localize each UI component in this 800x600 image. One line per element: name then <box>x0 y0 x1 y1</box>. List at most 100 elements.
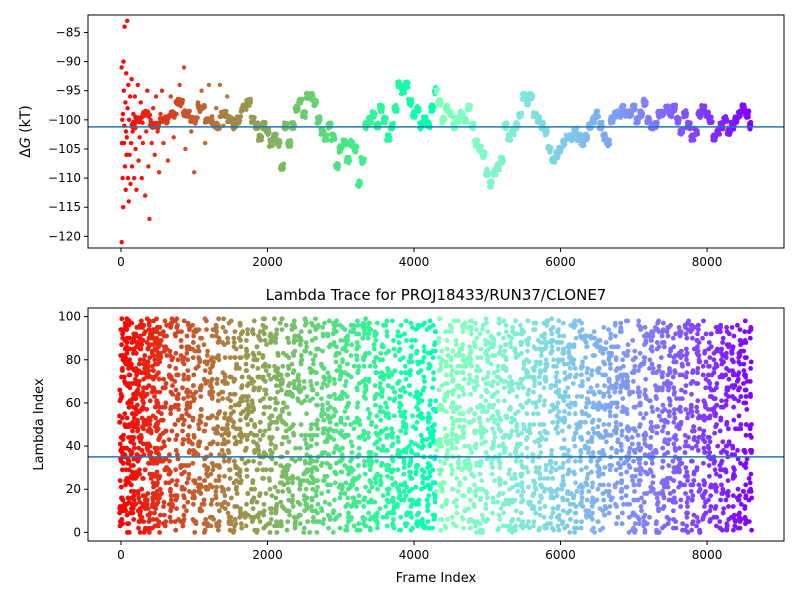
lambda-point <box>168 389 174 395</box>
delta-g-point <box>238 114 244 119</box>
lambda-point <box>339 452 345 458</box>
lambda-point <box>168 404 174 410</box>
lambda-point <box>363 387 369 393</box>
lambda-point <box>119 495 124 501</box>
lambda-point <box>251 379 257 384</box>
lambda-point <box>157 512 163 518</box>
lambda-point <box>119 316 125 322</box>
lambda-point <box>161 376 167 382</box>
lambda-point <box>455 318 461 324</box>
lambda-point <box>117 387 123 393</box>
lambda-point <box>215 340 221 345</box>
lambda-point <box>245 383 250 389</box>
lambda-point <box>173 482 179 488</box>
lambda-point <box>437 458 443 464</box>
lambda-point <box>168 508 174 514</box>
lambda-point <box>302 348 308 354</box>
lambda-point <box>309 495 315 501</box>
lambda-point <box>145 359 151 365</box>
lambda-point <box>191 340 196 345</box>
lambda-point <box>293 519 298 524</box>
lambda-point <box>162 318 168 324</box>
lambda-point <box>321 417 327 423</box>
delta-g-point <box>125 106 130 111</box>
lambda-point <box>378 473 384 479</box>
delta-g-point <box>409 100 415 106</box>
lambda-point <box>196 348 202 354</box>
delta-g-point <box>486 170 492 176</box>
delta-g-point <box>383 115 389 121</box>
lambda-point <box>397 491 403 496</box>
lambda-point <box>214 325 219 330</box>
lambda-point <box>304 495 310 501</box>
delta-g-point <box>121 140 127 146</box>
lambda-point <box>418 368 424 373</box>
lambda-point <box>134 402 140 408</box>
lambda-point <box>345 361 350 367</box>
lambda-point <box>310 396 315 401</box>
lambda-point <box>244 368 250 373</box>
delta-g-point <box>720 126 726 132</box>
lambda-point <box>369 484 375 490</box>
lambda-point <box>180 519 186 524</box>
lambda-point <box>137 357 143 363</box>
lambda-point <box>136 495 142 501</box>
lambda-point <box>366 435 371 440</box>
lambda-point <box>284 476 290 481</box>
lambda-point <box>238 344 244 350</box>
delta-g-point <box>199 88 204 93</box>
lambda-point <box>338 415 344 421</box>
lambda-point <box>383 350 389 356</box>
lambda-point <box>325 489 331 494</box>
lambda-point <box>432 342 437 348</box>
lambda-point <box>301 525 307 531</box>
lambda-point <box>152 346 158 352</box>
lambda-point <box>426 482 432 488</box>
lambda-point <box>443 329 449 335</box>
lambda-point <box>445 517 450 522</box>
lambda-point <box>391 346 397 352</box>
lambda-point <box>184 411 190 417</box>
lambda-point <box>390 435 395 440</box>
lambda-point <box>457 411 463 417</box>
lambda-point <box>346 510 351 516</box>
lambda-point <box>118 484 124 490</box>
lambda-point <box>291 318 297 324</box>
lambda-point <box>251 318 257 324</box>
delta-g-point <box>162 117 168 123</box>
lambda-point <box>407 372 413 378</box>
lambda-point <box>348 439 354 445</box>
lambda-point <box>314 391 320 397</box>
lambda-point <box>133 501 139 507</box>
lambda-point <box>413 338 418 343</box>
delta-g-point <box>181 65 187 70</box>
lambda-point <box>301 478 307 483</box>
lambda-point <box>332 381 337 386</box>
lambda-point <box>161 333 167 339</box>
lambda-point <box>384 329 390 335</box>
lambda-point <box>269 413 275 419</box>
lambda-point <box>409 344 415 350</box>
lambda-point <box>161 439 167 445</box>
lambda-point <box>319 491 324 496</box>
delta-g-point <box>158 111 163 117</box>
lambda-point <box>301 379 307 384</box>
lambda-point <box>408 320 414 326</box>
lambda-point <box>190 441 195 447</box>
lambda-point <box>181 504 187 509</box>
lambda-point <box>325 400 331 406</box>
lambda-point <box>180 428 186 434</box>
lambda-point <box>204 327 209 332</box>
lambda-point <box>169 316 175 322</box>
lambda-point <box>443 391 449 397</box>
lambda-point <box>320 521 326 527</box>
lambda-point <box>274 383 279 389</box>
lambda-point <box>449 329 454 335</box>
lambda-point <box>362 458 367 464</box>
lambda-point <box>154 469 160 475</box>
lambda-point <box>125 495 131 501</box>
delta-g-point <box>618 114 624 119</box>
delta-g-point <box>130 129 135 134</box>
lambda-point <box>214 376 220 382</box>
lambda-point <box>122 445 127 451</box>
